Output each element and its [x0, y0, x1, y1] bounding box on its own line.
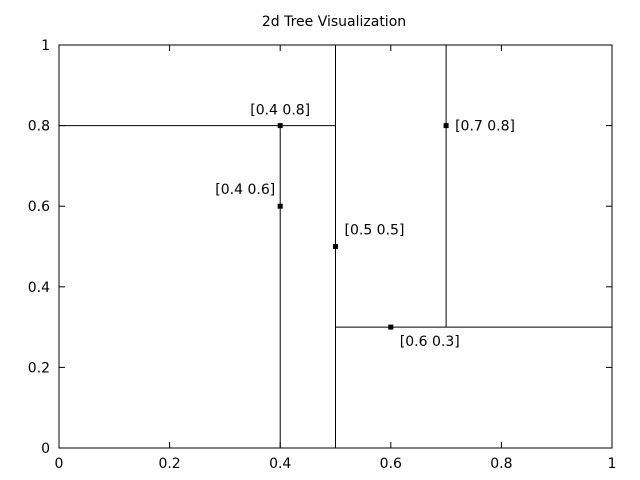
y-tick-label: 0.4 [28, 280, 50, 296]
x-tick-label: 1 [608, 456, 617, 472]
point-label: [0.4 0.6] [215, 182, 275, 198]
point [277, 203, 283, 209]
x-tick-label: 0.4 [269, 456, 291, 472]
point-label: [0.5 0.5] [345, 223, 405, 239]
y-axis: 0 0.2 0.4 0.6 0.8 1 [28, 38, 612, 457]
y-tick-label: 1 [41, 38, 50, 54]
point [443, 123, 449, 129]
y-tick-label: 0.2 [28, 360, 50, 376]
points [277, 123, 449, 330]
x-tick-label: 0 [55, 456, 64, 472]
y-tick-label: 0.8 [28, 119, 50, 135]
chart-title: 2d Tree Visualization [262, 14, 406, 30]
x-tick-label: 0.2 [158, 456, 180, 472]
x-tick-label: 0.8 [490, 456, 512, 472]
point [277, 123, 283, 129]
point-label: [0.6 0.3] [400, 334, 460, 350]
point [333, 244, 338, 249]
x-axis: 0 0.2 0.4 0.6 0.8 1 [55, 45, 617, 472]
y-tick-label: 0 [41, 441, 50, 457]
point-labels: [0.4 0.8] [0.4 0.6] [0.5 0.5] [0.7 0.8] [0.6… [215, 103, 515, 351]
x-tick-label: 0.6 [380, 456, 402, 472]
point-label: [0.7 0.8] [455, 119, 515, 135]
point [388, 324, 394, 330]
y-tick-label: 0.6 [28, 199, 50, 215]
point-label: [0.4 0.8] [250, 103, 310, 119]
